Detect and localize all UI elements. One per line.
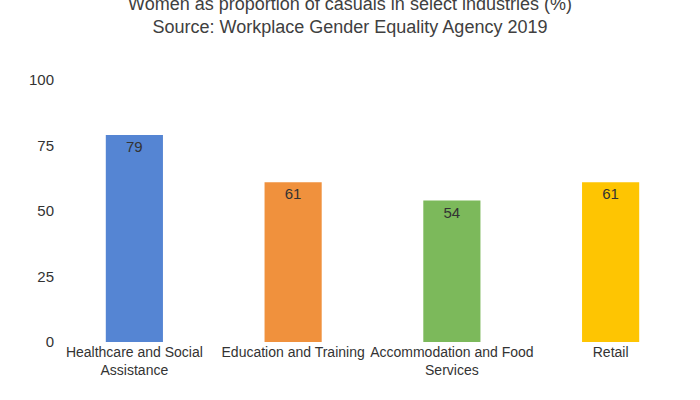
svg-text:Healthcare and SocialAssistanc: Healthcare and SocialAssistance	[66, 344, 203, 378]
svg-text:Women as proportion of casuals: Women as proportion of casuals in select…	[128, 0, 572, 37]
svg-text:61: 61	[285, 185, 302, 202]
svg-text:100: 100	[29, 71, 54, 88]
svg-text:Education and Training: Education and Training	[222, 344, 365, 360]
svg-text:50: 50	[37, 202, 54, 219]
svg-text:Accommodation and FoodServices: Accommodation and FoodServices	[370, 344, 533, 378]
svg-text:79: 79	[126, 138, 143, 155]
svg-text:0: 0	[46, 333, 54, 350]
svg-text:54: 54	[444, 204, 461, 221]
svg-text:25: 25	[37, 268, 54, 285]
svg-text:61: 61	[602, 185, 619, 202]
svg-text:75: 75	[37, 137, 54, 154]
svg-text:Retail: Retail	[593, 344, 629, 360]
